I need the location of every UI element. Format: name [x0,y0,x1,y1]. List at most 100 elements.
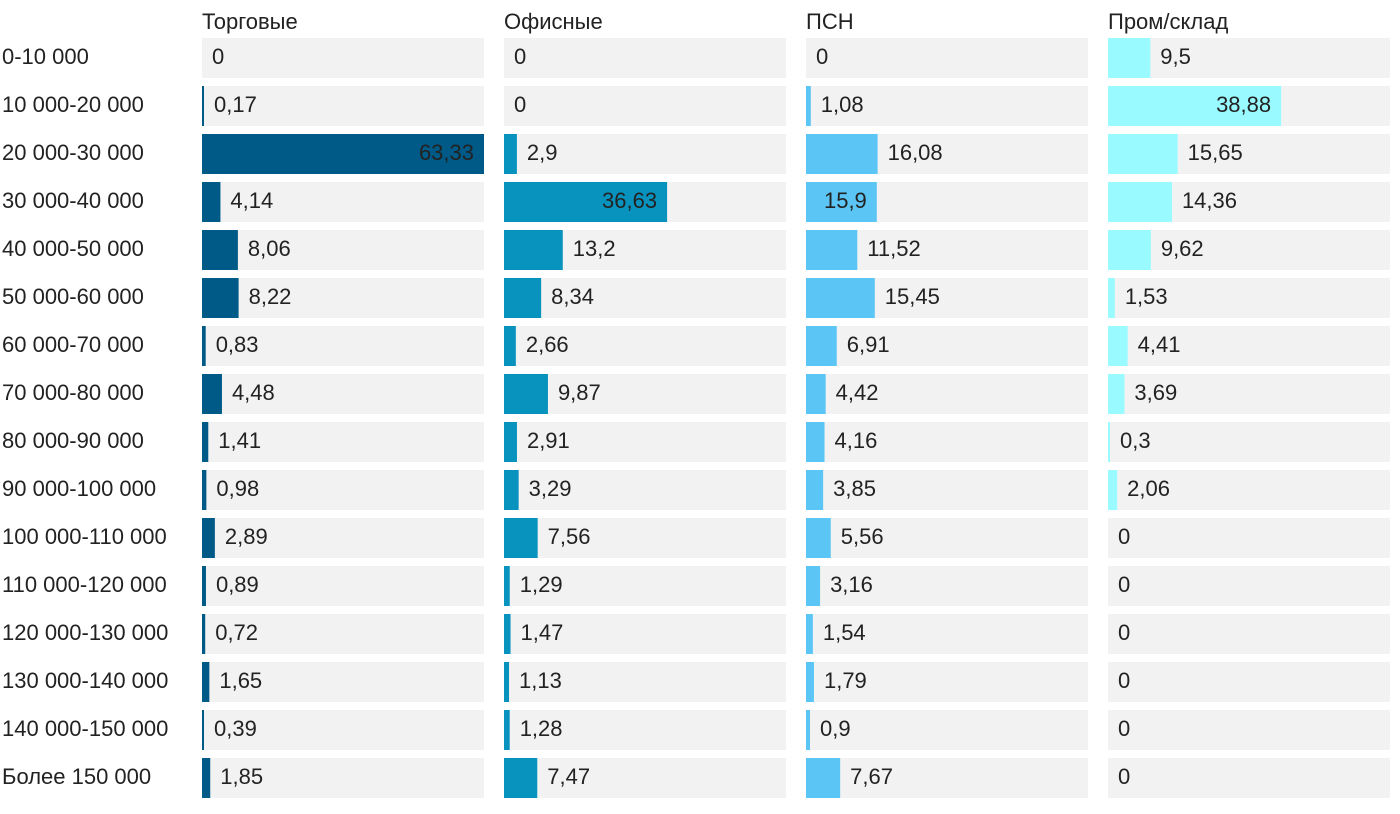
category-label: 130 000-140 000 [2,668,168,693]
bar-track [1108,566,1390,606]
category-label: 110 000-120 000 [2,572,167,597]
bar [504,182,668,222]
bar [504,518,538,558]
data-label: 1,08 [821,92,864,117]
bar-track [504,470,786,510]
category-label: 0-10 000 [2,44,89,69]
data-label: 15,45 [885,284,940,309]
data-label: 8,06 [248,236,291,261]
data-label: 0 [1118,716,1130,741]
data-label: 1,28 [520,716,563,741]
bar [504,230,563,270]
bar [202,422,209,462]
data-label: 7,56 [548,524,591,549]
data-label: 4,41 [1138,332,1181,357]
data-label: 63,33 [419,140,474,165]
bar [504,278,542,318]
bar-track [202,86,484,126]
bar-track [806,662,1088,702]
category-label: 30 000-40 000 [2,188,144,213]
panel-title: Пром/склад [1108,9,1228,34]
bar [504,470,519,510]
bar [806,374,826,414]
bar-track [1108,518,1390,558]
bar-track [806,518,1088,558]
data-label: 0 [1118,620,1130,645]
bar [202,758,211,798]
bar [202,182,221,222]
data-label: 11,52 [867,236,920,261]
bar [806,518,831,558]
data-label: 0 [514,92,526,117]
data-label: 9,62 [1161,236,1204,261]
bar-track [504,278,786,318]
data-label: 0 [1118,572,1130,597]
data-label: 2,06 [1127,476,1170,501]
bar-track [504,134,786,174]
bar [504,662,510,702]
data-label: 2,66 [526,332,569,357]
category-label: 50 000-60 000 [2,284,144,309]
data-label: 3,69 [1134,380,1177,405]
data-label: 7,67 [850,764,893,789]
bar-track [1108,38,1390,78]
bar-track [806,566,1088,606]
data-label: 2,91 [527,428,570,453]
bar [806,422,825,462]
bar-track [1108,374,1390,414]
data-label: 2,9 [527,140,558,165]
bar [202,662,210,702]
bar-track [202,470,484,510]
bar-track [1108,662,1390,702]
bar [1108,278,1115,318]
bar-track [806,86,1088,126]
category-label: Более 150 000 [2,764,151,789]
bar [806,86,811,126]
bar-track [504,38,786,78]
data-label: 7,47 [547,764,590,789]
bar-track [202,422,484,462]
data-label: 14,36 [1182,188,1237,213]
data-label: 0,98 [216,476,259,501]
bar [202,518,215,558]
bar-track [202,182,484,222]
bar-track [202,278,484,318]
bar [504,134,517,174]
bar-track [504,758,786,798]
bar [504,758,538,798]
bar-track [202,710,484,750]
data-label: 0,72 [215,620,258,645]
bar [202,326,206,366]
bar [504,326,516,366]
bar [806,182,877,222]
bar [1108,86,1282,126]
bar-track [202,374,484,414]
bar [1108,326,1128,366]
bar-track [202,38,484,78]
data-label: 1,29 [520,572,563,597]
bar-track [806,758,1088,798]
bar-track [504,86,786,126]
data-label: 4,48 [232,380,275,405]
data-label: 8,34 [551,284,594,309]
bar-track [1108,278,1390,318]
category-label: 40 000-50 000 [2,236,144,261]
category-label: 90 000-100 000 [2,476,156,501]
bar [202,566,206,606]
data-label: 0,39 [214,716,257,741]
bar [202,614,206,654]
data-label: 1,85 [220,764,263,789]
data-label: 4,16 [835,428,878,453]
bar-track [504,614,786,654]
data-label: 1,65 [219,668,262,693]
bar-track [202,758,484,798]
panel-title: Торговые [202,9,298,34]
bar [1108,230,1151,270]
data-label: 1,41 [218,428,261,453]
category-label: 10 000-20 000 [2,92,144,117]
data-label: 1,13 [519,668,562,693]
bar-track [504,710,786,750]
category-label: 100 000-110 000 [2,524,167,549]
data-label: 38,88 [1216,92,1271,117]
